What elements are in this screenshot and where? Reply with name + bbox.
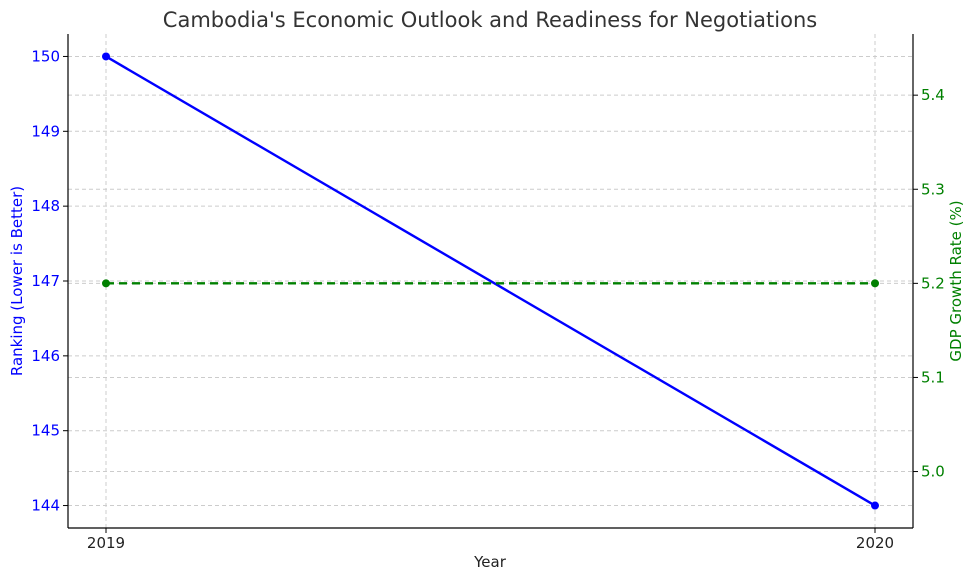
right-y-axis-label: GDP Growth Rate (%) xyxy=(947,200,965,361)
axes xyxy=(63,34,918,533)
x-tick-label: 2020 xyxy=(856,534,894,552)
data-point-left xyxy=(871,501,879,510)
left-y-tick-label: 146 xyxy=(31,347,60,365)
left-y-tick-label: 150 xyxy=(31,47,60,65)
x-axis-label: Year xyxy=(473,553,507,571)
tick-labels: 2019 2020 144 145 146 147 148 149 150 5.0 5.1 5.2 5.… xyxy=(31,47,945,552)
left-y-tick-label: 145 xyxy=(31,422,60,440)
left-y-tick-label: 144 xyxy=(31,497,60,515)
series-line-left xyxy=(105,55,876,507)
data-point-right xyxy=(102,279,110,288)
right-y-tick-label: 5.2 xyxy=(921,274,945,292)
data-point-right xyxy=(871,279,879,288)
right-y-tick-label: 5.3 xyxy=(921,180,945,198)
left-y-axis-label: Ranking (Lower is Better) xyxy=(8,186,26,376)
left-y-tick-label: 147 xyxy=(31,272,60,290)
data-series xyxy=(102,52,879,510)
right-y-tick-label: 5.1 xyxy=(921,368,945,386)
data-point-left xyxy=(102,52,110,61)
chart-title: Cambodia's Economic Outlook and Readines… xyxy=(163,8,817,32)
right-y-tick-label: 5.0 xyxy=(921,463,945,481)
right-y-tick-label: 5.4 xyxy=(921,86,945,104)
left-y-tick-label: 148 xyxy=(31,197,60,215)
x-tick-label: 2019 xyxy=(87,534,125,552)
left-y-tick-label: 149 xyxy=(31,122,60,140)
